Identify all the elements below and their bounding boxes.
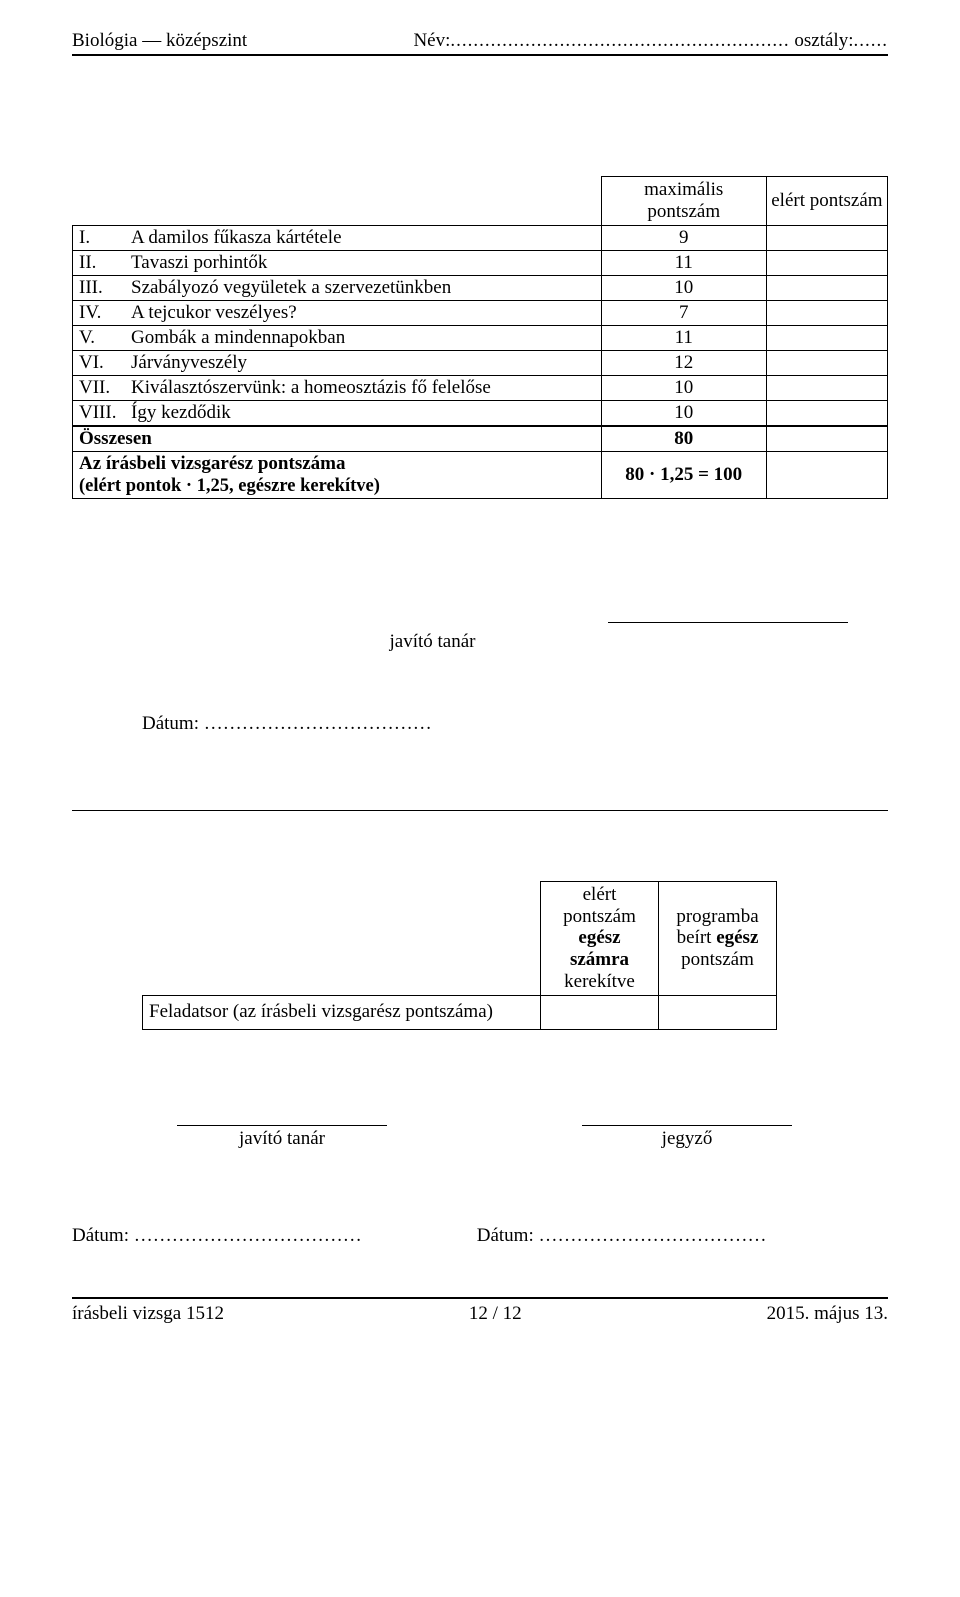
date-left: Dátum: ……………………………… [72, 1225, 362, 1247]
col-empty [73, 177, 602, 226]
sig-line [177, 1125, 387, 1126]
calc-ach [766, 451, 887, 498]
page-header: Biológia — középszint Név: .............… [72, 30, 888, 52]
row-roman: VIII. [79, 402, 131, 424]
table-row: IV.A tejcukor veszélyes? 7 [73, 300, 888, 325]
name-dots: ........................................… [450, 30, 789, 52]
row-ach [766, 350, 887, 375]
row-ach [766, 325, 887, 350]
row-ach [766, 300, 887, 325]
date-row-top: Dátum: ……………………………… [72, 713, 888, 735]
row-roman: IV. [79, 302, 131, 324]
row-roman: III. [79, 277, 131, 299]
summary-val-left [541, 995, 659, 1029]
total-max: 80 [601, 426, 766, 452]
row-title: Gombák a mindennapokban [131, 327, 345, 348]
class-label: osztály: [794, 30, 853, 52]
summary-table: elértpontszámegészszámrakerekítve progra… [142, 881, 777, 1030]
table-row: VI.Járványveszély 12 [73, 350, 888, 375]
row-ach [766, 375, 887, 400]
row-roman: II. [79, 252, 131, 274]
row-max: 11 [601, 250, 766, 275]
sig-line [582, 1125, 792, 1126]
row-title: Járványveszély [131, 352, 247, 373]
header-rule [72, 54, 888, 56]
footer-center: 12 / 12 [469, 1303, 522, 1325]
page: Biológia — középszint Név: .............… [0, 0, 960, 1597]
row-ach [766, 225, 887, 250]
bottom-signatures: javító tanár jegyző [72, 1125, 888, 1150]
row-roman: I. [79, 227, 131, 249]
sig-top-label: javító tanár [72, 631, 848, 653]
summary-hdr-left: elértpontszámegészszámrakerekítve [541, 881, 659, 995]
class-dots: ...... [854, 30, 889, 52]
date-right: Dátum: ……………………………… [477, 1225, 767, 1247]
table-row: V.Gombák a mindennapokban 11 [73, 325, 888, 350]
row-title: Szabályozó vegyületek a szervezetünkben [131, 277, 451, 298]
row-max: 9 [601, 225, 766, 250]
col-ach-text: elért pontszám [771, 190, 882, 211]
row-max: 10 [601, 400, 766, 426]
summary-hdr-right: programbabeírt egészpontszám [659, 881, 777, 995]
name-class-group: Név: ...................................… [413, 30, 888, 52]
row-ach [766, 400, 887, 426]
row-max: 7 [601, 300, 766, 325]
subject-label: Biológia — középszint [72, 30, 247, 52]
row-title: A damilos fűkasza kártétele [131, 227, 342, 248]
summary-empty [143, 881, 541, 995]
row-max: 11 [601, 325, 766, 350]
table-row: VIII.Így kezdődik 10 [73, 400, 888, 426]
sig-line [608, 622, 848, 623]
table-row: II.Tavaszi porhintők 11 [73, 250, 888, 275]
row-title: A tejcukor veszélyes? [131, 302, 297, 323]
calc-row: Az írásbeli vizsgarész pontszáma (elért … [73, 451, 888, 498]
row-title: Tavaszi porhintők [131, 252, 267, 273]
summary-row-label: Feladatsor (az írásbeli vizsgarész ponts… [143, 995, 541, 1029]
row-max: 12 [601, 350, 766, 375]
row-title: Így kezdődik [131, 402, 231, 423]
table-row: I.A damilos fűkasza kártétele 9 [73, 225, 888, 250]
sig-left-label: javító tanár [239, 1128, 325, 1149]
row-ach [766, 250, 887, 275]
summary-val-right [659, 995, 777, 1029]
points-table: maximális pontszám elért pontszám I.A da… [72, 176, 888, 499]
sig-col-right: jegyző [582, 1125, 792, 1150]
col-max-header: maximális pontszám [601, 177, 766, 226]
date-row-bottom: Dátum: ……………………………… Dátum: ……………………………… [72, 1225, 888, 1247]
calc-label: Az írásbeli vizsgarész pontszáma [79, 453, 345, 474]
table-row: VII.Kiválasztószervünk: a homeosztázis f… [73, 375, 888, 400]
section-rule [72, 810, 888, 811]
row-roman: VI. [79, 352, 131, 374]
row-roman: VII. [79, 377, 131, 399]
sig-right-label: jegyző [662, 1128, 713, 1149]
total-row: Összesen 80 [73, 426, 888, 452]
row-max: 10 [601, 275, 766, 300]
footer-left: írásbeli vizsga 1512 [72, 1303, 224, 1325]
footer: írásbeli vizsga 1512 12 / 12 2015. május… [72, 1303, 888, 1325]
row-roman: V. [79, 327, 131, 349]
total-ach [766, 426, 887, 452]
footer-right: 2015. május 13. [767, 1303, 888, 1325]
top-signature: javító tanár [72, 609, 888, 653]
table-row: III.Szabályozó vegyületek a szervezetünk… [73, 275, 888, 300]
date-label: Dátum: ……………………………… [142, 713, 432, 734]
calc-sub: (elért pontok · 1,25, egészre kerekítve) [79, 476, 380, 496]
name-label: Név: [413, 30, 450, 52]
row-ach [766, 275, 887, 300]
row-max: 10 [601, 375, 766, 400]
row-title: Kiválasztószervünk: a homeosztázis fő fe… [131, 377, 491, 398]
calc-value: 80 · 1,25 = 100 [601, 451, 766, 498]
sig-col-left: javító tanár [177, 1125, 387, 1150]
total-label: Összesen [73, 426, 602, 452]
col-ach-header: elért pontszám [766, 177, 887, 226]
footer-rule [72, 1297, 888, 1299]
col-max-text: maximális pontszám [644, 179, 723, 222]
